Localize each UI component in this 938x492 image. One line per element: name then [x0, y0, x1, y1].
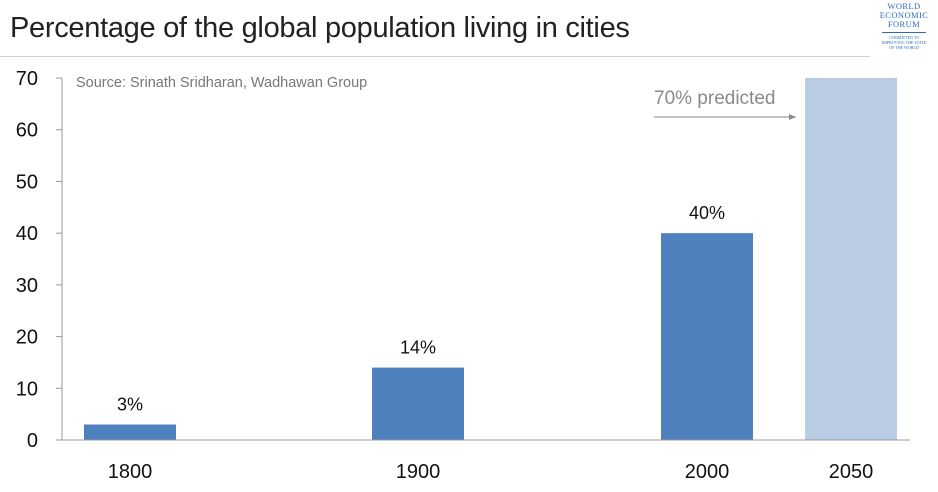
y-tick-label: 40 — [16, 223, 38, 245]
bar-1900 — [372, 367, 464, 440]
logo-line-1: WORLD — [887, 1, 921, 11]
x-axis: 1800 1900 2000 2050 — [62, 439, 910, 483]
bar-1800 — [84, 424, 176, 440]
y-tick-label: 70 — [16, 68, 38, 90]
chart-title: Percentage of the global population livi… — [10, 12, 630, 44]
logo-line-3: FORUM — [887, 19, 921, 29]
logo-tagline-2: IMPROVING THE STATE — [881, 40, 927, 45]
x-tick-label-2050: 2050 — [829, 461, 874, 483]
data-label-1900: 14% — [400, 338, 436, 358]
prediction-annotation: 70% predicted — [654, 88, 775, 109]
y-tick-label: 50 — [16, 171, 38, 193]
logo-tagline-3: OF THE WORLD — [889, 45, 919, 50]
y-tick-label: 30 — [16, 275, 38, 297]
title-divider — [0, 56, 870, 57]
source-note: Source: Srinath Sridharan, Wadhawan Grou… — [76, 75, 367, 91]
x-tick-label-1900: 1900 — [396, 461, 441, 483]
y-tick-label: 60 — [16, 120, 38, 142]
y-tick-label: 20 — [16, 327, 38, 349]
x-tick-label-1800: 1800 — [108, 461, 153, 483]
bar-2050 — [805, 78, 897, 440]
x-tick-label-2000: 2000 — [685, 461, 730, 483]
bars: 3% 14% 40% — [84, 78, 897, 440]
y-axis: 0 10 20 30 40 50 60 70 — [16, 68, 63, 452]
y-tick-label: 10 — [16, 378, 38, 400]
logo-tagline-1: COMMITTED TO — [888, 35, 920, 40]
data-label-1800: 3% — [117, 394, 143, 414]
logo-line-2: ECONOMIC — [879, 10, 929, 20]
logo-divider — [882, 32, 926, 33]
data-label-2000: 40% — [689, 203, 725, 223]
y-tick-label: 0 — [27, 430, 38, 452]
world-economic-forum-logo: WORLD ECONOMIC FORUM COMMITTED TO IMPROV… — [874, 2, 934, 64]
bar-2000 — [661, 233, 753, 440]
